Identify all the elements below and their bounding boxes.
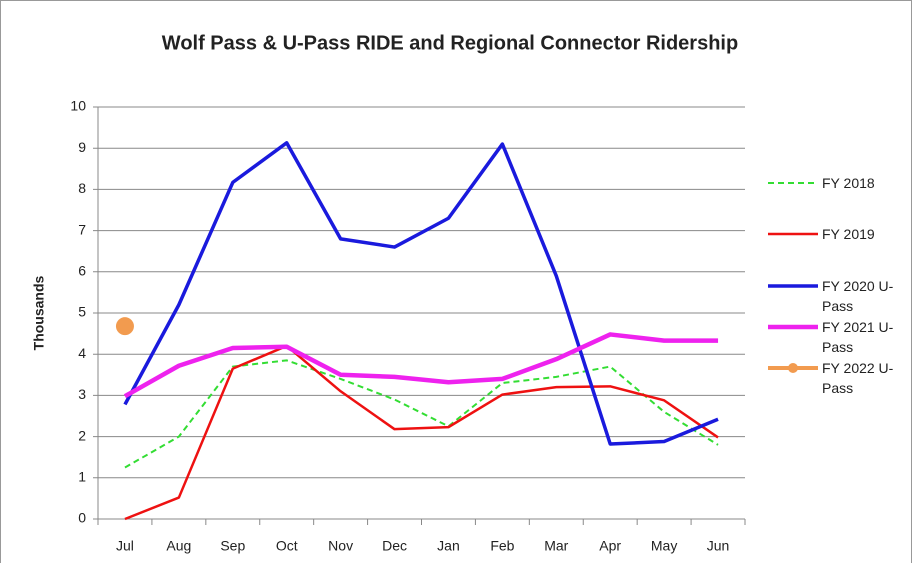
y-tick-label: 1 bbox=[78, 469, 86, 485]
series-line bbox=[124, 359, 719, 469]
x-tick-label: Aug bbox=[166, 538, 191, 554]
y-axis-label: Thousands bbox=[31, 275, 47, 350]
y-tick-label: 10 bbox=[70, 98, 86, 114]
point bbox=[115, 317, 134, 336]
y-tick-label: 5 bbox=[78, 304, 86, 320]
legend-label: FY 2018 bbox=[822, 175, 875, 191]
series-line bbox=[123, 141, 719, 446]
x-tick-label: Mar bbox=[544, 538, 568, 554]
y-tick-label: 9 bbox=[78, 139, 86, 155]
x-tick-label: Nov bbox=[328, 538, 353, 554]
y-tick-label: 0 bbox=[78, 510, 86, 526]
y-tick-label: 4 bbox=[78, 345, 86, 361]
x-tick-label: Apr bbox=[599, 538, 621, 554]
legend-label: FY 2022 U-Pass bbox=[822, 360, 894, 396]
legend-label: FY 2021 U-Pass bbox=[822, 319, 894, 355]
x-tick-label: Jul bbox=[116, 538, 134, 554]
legend-marker bbox=[788, 363, 798, 373]
x-tick-label: May bbox=[651, 538, 677, 554]
x-tick-label: Jan bbox=[437, 538, 460, 554]
y-tick-label: 7 bbox=[78, 221, 86, 237]
x-tick-label: Dec bbox=[382, 538, 407, 554]
y-tick-label: 2 bbox=[78, 427, 86, 443]
y-tick-label: 6 bbox=[78, 263, 86, 279]
series-line bbox=[124, 344, 719, 521]
y-tick-label: 8 bbox=[78, 180, 86, 196]
x-tick-label: Sep bbox=[220, 538, 245, 554]
chart-title: Wolf Pass & U-Pass RIDE and Regional Con… bbox=[162, 32, 738, 54]
legend-label: FY 2020 U-Pass bbox=[822, 278, 894, 314]
legend-label: FY 2019 bbox=[822, 226, 875, 242]
x-tick-label: Jun bbox=[707, 538, 730, 554]
x-tick-label: Oct bbox=[276, 538, 298, 554]
y-tick-label: 3 bbox=[78, 386, 86, 402]
x-tick-label: Feb bbox=[490, 538, 514, 554]
series-line bbox=[123, 332, 719, 399]
